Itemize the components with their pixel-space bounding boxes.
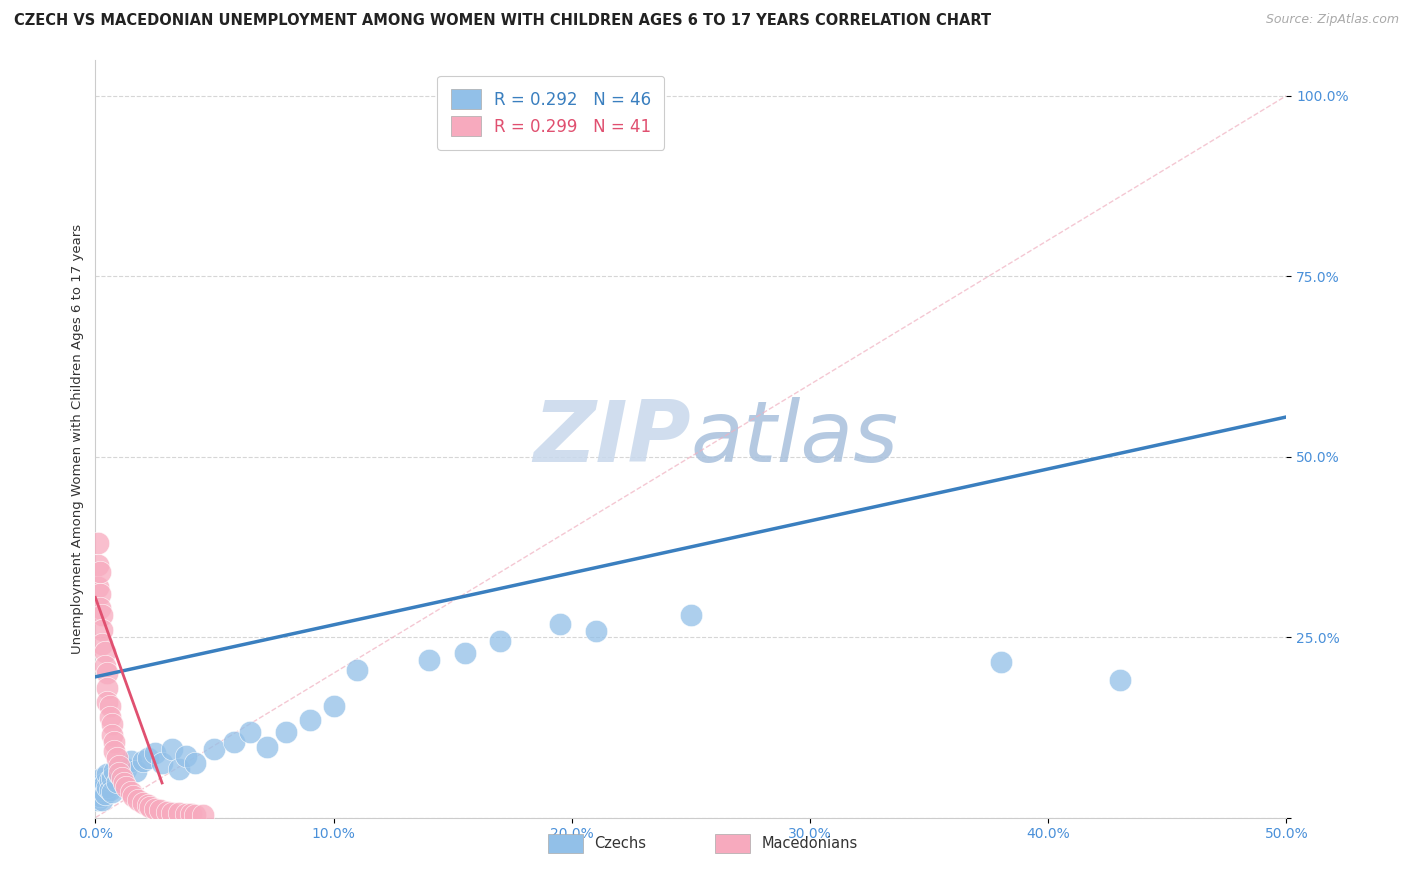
- Point: [346, 663, 368, 677]
- Point: [87, 792, 110, 806]
- Point: [91, 623, 114, 637]
- Point: [136, 797, 159, 812]
- Point: [143, 802, 166, 816]
- Point: [101, 771, 124, 785]
- Point: [87, 785, 110, 799]
- Point: [222, 735, 245, 749]
- Point: [110, 771, 132, 785]
- Point: [122, 789, 145, 803]
- Point: [156, 805, 179, 819]
- Point: [103, 735, 125, 749]
- Point: [110, 758, 132, 772]
- Point: [103, 744, 125, 758]
- Point: [87, 580, 110, 594]
- Point: [127, 792, 149, 806]
- Point: [96, 767, 118, 781]
- Point: [136, 751, 159, 765]
- Point: [89, 778, 111, 792]
- Point: [108, 765, 131, 780]
- Point: [89, 789, 111, 803]
- Point: [143, 746, 166, 760]
- Point: [91, 771, 114, 785]
- Point: [120, 785, 142, 799]
- Text: ZIP: ZIP: [533, 397, 690, 480]
- Point: [105, 774, 128, 789]
- Point: [167, 806, 190, 821]
- Point: [120, 754, 142, 768]
- Point: [91, 792, 114, 806]
- Point: [96, 780, 118, 795]
- Point: [149, 803, 172, 817]
- Point: [990, 656, 1012, 670]
- Point: [94, 776, 117, 790]
- Point: [91, 608, 114, 623]
- Y-axis label: Unemployment Among Women with Children Ages 6 to 17 years: Unemployment Among Women with Children A…: [72, 224, 84, 654]
- Point: [98, 698, 121, 713]
- Legend: R = 0.292   N = 46, R = 0.299   N = 41: R = 0.292 N = 46, R = 0.299 N = 41: [437, 76, 664, 150]
- Point: [108, 758, 131, 772]
- Point: [160, 742, 183, 756]
- Text: CZECH VS MACEDONIAN UNEMPLOYMENT AMONG WOMEN WITH CHILDREN AGES 6 TO 17 YEARS CO: CZECH VS MACEDONIAN UNEMPLOYMENT AMONG W…: [14, 13, 991, 29]
- Point: [298, 713, 321, 727]
- Point: [180, 807, 202, 822]
- Point: [132, 754, 155, 768]
- Point: [418, 653, 440, 667]
- Point: [274, 725, 297, 739]
- Point: [184, 756, 207, 771]
- Text: Macedonians: Macedonians: [761, 836, 858, 851]
- Point: [94, 644, 117, 658]
- Point: [87, 558, 110, 572]
- Point: [101, 728, 124, 742]
- Point: [174, 749, 197, 764]
- Point: [256, 739, 278, 754]
- Point: [125, 764, 148, 778]
- Text: Source: ZipAtlas.com: Source: ZipAtlas.com: [1265, 13, 1399, 27]
- Text: Czechs: Czechs: [595, 836, 647, 851]
- Point: [322, 698, 344, 713]
- Point: [167, 762, 190, 776]
- Point: [453, 646, 475, 660]
- Point: [89, 601, 111, 615]
- Point: [98, 783, 121, 797]
- Point: [94, 788, 117, 802]
- Point: [160, 805, 183, 820]
- Point: [115, 780, 138, 795]
- Point: [89, 587, 111, 601]
- Point: [89, 565, 111, 579]
- Point: [101, 785, 124, 799]
- Point: [98, 773, 121, 788]
- Point: [98, 709, 121, 723]
- Point: [191, 807, 214, 822]
- Point: [101, 716, 124, 731]
- Point: [1108, 673, 1130, 688]
- Point: [489, 633, 512, 648]
- Point: [96, 666, 118, 681]
- Point: [115, 762, 138, 776]
- Point: [184, 807, 207, 822]
- Point: [112, 776, 135, 790]
- Point: [548, 617, 571, 632]
- Point: [91, 783, 114, 797]
- Point: [139, 799, 162, 814]
- Point: [87, 536, 110, 550]
- Text: atlas: atlas: [690, 397, 898, 480]
- Point: [105, 751, 128, 765]
- Point: [103, 764, 125, 778]
- Point: [585, 624, 607, 639]
- Point: [174, 807, 197, 822]
- Point: [204, 742, 226, 756]
- Point: [96, 695, 118, 709]
- Point: [150, 756, 173, 771]
- Point: [132, 796, 155, 810]
- Point: [239, 725, 262, 739]
- Point: [679, 608, 702, 623]
- Point: [96, 681, 118, 695]
- Point: [94, 659, 117, 673]
- Point: [108, 767, 131, 781]
- Point: [91, 637, 114, 651]
